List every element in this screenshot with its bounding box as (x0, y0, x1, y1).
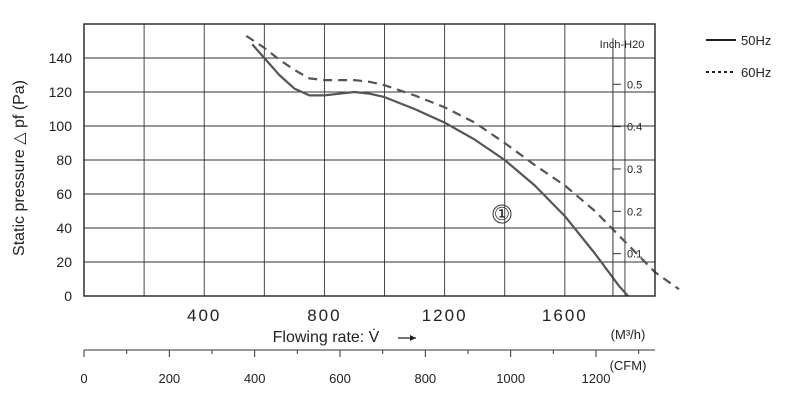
cfm-unit-label: (CFM) (610, 358, 647, 373)
curve-60hz (245, 34, 680, 291)
y-tick-label: 40 (56, 220, 72, 236)
y-tick-label: 0 (64, 288, 72, 304)
secondary-y-tick-label: 0.2 (627, 206, 642, 218)
x-tick-label: 1200 (422, 306, 468, 325)
cfm-tick-label: 1200 (582, 371, 611, 386)
curve-50hz (251, 43, 629, 297)
inch-h2o-tick-labels: 0.1 0.2 0.3 0.4 0.5 (627, 79, 642, 260)
curves (245, 34, 680, 297)
cfm-tick-label: 0 (80, 371, 87, 386)
y-tick-label: 80 (56, 152, 72, 168)
y-tick-label: 140 (49, 50, 73, 66)
y-tick-label: 120 (49, 84, 73, 100)
x-axis-label: Flowing rate: V̇ (273, 328, 380, 346)
y-tick-label: 60 (56, 186, 72, 202)
x-tick-label: 1600 (542, 306, 588, 325)
secondary-y-tick-label: 0.4 (627, 122, 642, 134)
secondary-y-tick-label: 0.1 (627, 249, 642, 261)
x-axis-arrow (398, 335, 416, 341)
curve-annotation: ① (494, 204, 510, 224)
cfm-tick-label: 1000 (496, 371, 525, 386)
x-tick-label: 400 (187, 306, 221, 325)
cfm-tick-label: 400 (244, 371, 266, 386)
legend-label-50hz: 50Hz (741, 33, 771, 48)
cfm-tick-label: 600 (329, 371, 351, 386)
secondary-y-label: Inch-H20 (600, 39, 645, 51)
annotation-circle (492, 204, 512, 224)
legend: 50Hz 60Hz (706, 33, 771, 80)
grid (84, 24, 655, 296)
cfm-axis: 0 200 400 600 800 1000 1200(CFM) (80, 349, 655, 386)
legend-label-60hz: 60Hz (741, 65, 771, 80)
secondary-y-tick-label: 0.5 (627, 79, 642, 91)
y-axis-label: Static pressure △ pf (Pa) (11, 80, 28, 256)
cfm-tick-label: 800 (414, 371, 436, 386)
cfm-tick-label: 200 (158, 371, 180, 386)
y-tick-label: 100 (49, 118, 73, 134)
y-tick-label: 20 (56, 254, 72, 270)
x-axis-unit: (M³/h) (611, 327, 646, 342)
y-tick-labels: 0 20 40 60 80 100 120 140 (49, 50, 73, 304)
plot-frame (83, 23, 656, 297)
secondary-y-tick-label: 0.3 (627, 164, 642, 176)
axes (612, 38, 621, 296)
x-tick-labels: 400 800 1200 1600 (187, 306, 588, 325)
x-tick-label: 800 (307, 306, 341, 325)
